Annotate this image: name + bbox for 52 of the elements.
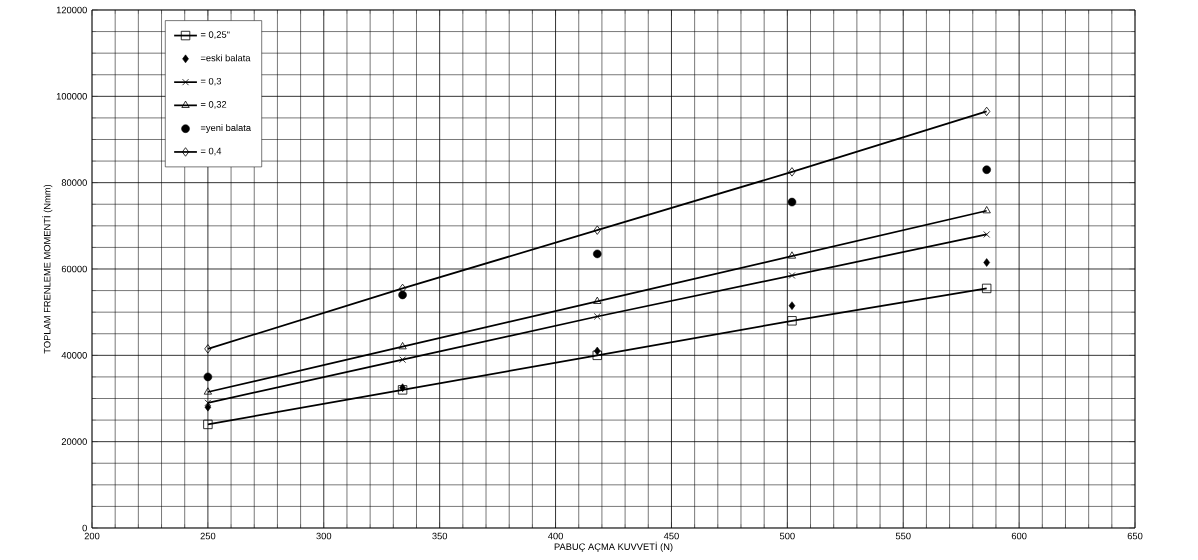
y-tick-label: 20000	[61, 438, 87, 445]
point	[593, 313, 601, 320]
y-tick-label: 60000	[61, 265, 87, 273]
x-tick-label: 550	[895, 532, 911, 540]
legend-label: = 0,25"	[200, 31, 230, 39]
y-axis-title: TOPLAM FRENLEME MOMENTİ (Nmm)	[42, 184, 53, 354]
point	[203, 387, 212, 395]
x-tick-label: 400	[547, 532, 563, 540]
x-tick-label: 250	[200, 532, 216, 540]
x-tick-label: 200	[84, 532, 100, 540]
point	[398, 342, 407, 350]
y-tick-label: 0	[82, 524, 87, 532]
point	[787, 251, 797, 259]
x-tick-label: 350	[432, 532, 448, 540]
point	[593, 296, 602, 304]
x-tick-label: 600	[1011, 532, 1027, 540]
point	[204, 399, 212, 407]
point	[788, 272, 796, 279]
point	[982, 165, 991, 174]
x-tick-label: 450	[663, 532, 679, 540]
x-tick-label: 500	[779, 532, 795, 540]
legend-label: = 0,4	[200, 147, 222, 156]
point	[398, 290, 407, 300]
point	[399, 356, 407, 364]
point	[593, 249, 602, 259]
point	[787, 197, 797, 207]
point	[982, 206, 991, 214]
y-tick-label: 120000	[56, 6, 87, 14]
point	[982, 283, 992, 294]
legend-label: = 0,3	[200, 77, 222, 86]
point	[593, 225, 601, 235]
legend-label: =yeni balata	[200, 124, 252, 133]
point	[983, 231, 991, 238]
point	[204, 402, 212, 412]
y-tick-label: 80000	[61, 179, 87, 186]
point	[592, 350, 602, 360]
y-tick-label: 40000	[61, 352, 87, 359]
point	[203, 419, 213, 430]
x-tick-label: 650	[1127, 532, 1143, 540]
point	[788, 167, 796, 177]
point	[203, 372, 213, 382]
point	[788, 301, 796, 310]
point	[594, 346, 601, 356]
point	[204, 344, 212, 354]
x-axis-title: PABUÇ AÇMA KUVVETİ (N)	[554, 541, 673, 552]
point	[983, 258, 990, 267]
x-tick-label: 300	[316, 532, 332, 540]
y-tick-label: 100000	[56, 93, 87, 100]
point	[983, 106, 991, 117]
point	[787, 316, 797, 326]
legend-label: = 0,32	[200, 101, 227, 109]
legend-label: =eski balata	[200, 54, 251, 62]
